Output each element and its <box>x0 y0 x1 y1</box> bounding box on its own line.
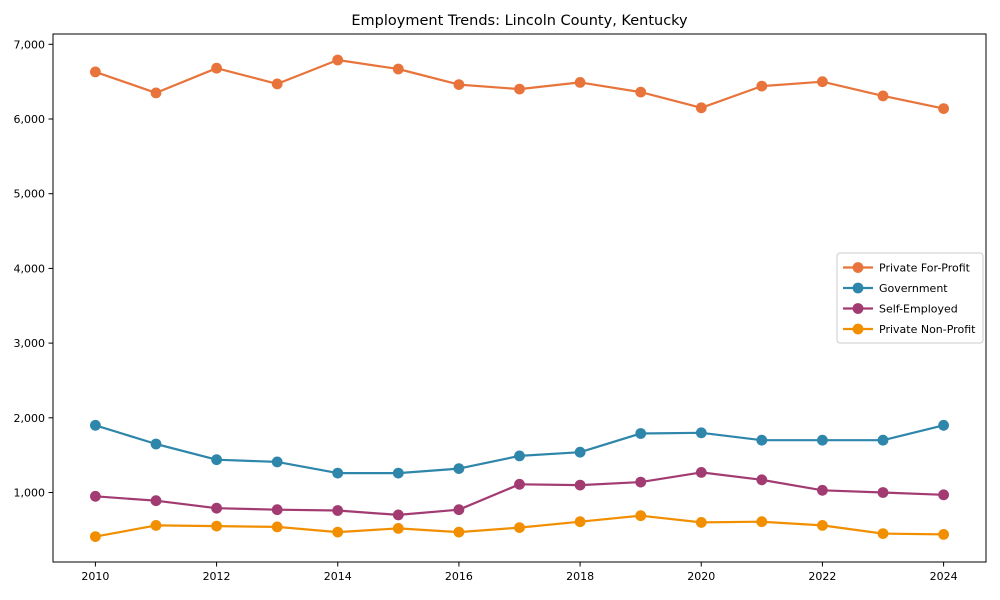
legend-marker-private-non-profit <box>852 323 864 335</box>
data-point-self-employed <box>453 504 465 516</box>
series-line-self-employed <box>95 471 944 517</box>
y-tick-label: 6,000 <box>14 113 46 126</box>
x-tick-label: 2020 <box>687 570 715 583</box>
data-point-government <box>271 456 283 468</box>
data-point-private-for-profit <box>514 83 525 95</box>
data-point-private-non-profit <box>574 516 586 528</box>
series-line-government <box>95 424 944 475</box>
data-point-private-for-profit <box>817 76 828 88</box>
data-point-government <box>938 419 949 431</box>
axes-border <box>52 33 987 563</box>
y-tick-label: 1,000 <box>14 487 46 500</box>
data-point-private-for-profit <box>271 78 283 90</box>
y-tick-label: 2,000 <box>14 412 46 425</box>
data-point-private-non-profit <box>514 522 525 533</box>
data-point-private-non-profit <box>332 526 344 538</box>
data-point-self-employed <box>574 479 586 491</box>
data-point-self-employed <box>756 474 768 486</box>
data-point-self-employed <box>392 509 404 521</box>
data-point-self-employed <box>635 476 647 488</box>
legend-marker-private-for-profit <box>852 262 864 273</box>
legend-box <box>836 252 984 344</box>
data-point-government <box>514 450 525 462</box>
data-point-self-employed <box>90 490 101 502</box>
data-point-private-for-profit <box>635 86 647 98</box>
legend-marker-government <box>852 282 864 294</box>
y-tick-label: 7,000 <box>14 38 46 51</box>
data-point-self-employed <box>877 487 889 498</box>
data-point-government <box>695 427 707 439</box>
data-point-private-for-profit <box>877 90 889 102</box>
data-point-private-non-profit <box>453 526 465 538</box>
data-point-government <box>756 434 768 446</box>
data-point-government <box>150 438 162 450</box>
data-point-private-for-profit <box>695 102 707 114</box>
y-tick-label: 5,000 <box>14 188 46 201</box>
data-point-private-non-profit <box>635 510 647 522</box>
data-point-government <box>392 467 404 479</box>
x-tick-label: 2022 <box>808 570 836 583</box>
x-tick-label: 2024 <box>930 570 958 583</box>
x-tick-label: 2014 <box>324 570 352 583</box>
x-tick-label: 2018 <box>566 570 594 583</box>
data-point-government <box>877 434 889 446</box>
data-point-private-non-profit <box>392 523 404 534</box>
data-point-private-for-profit <box>332 54 344 66</box>
data-point-private-for-profit <box>211 62 223 74</box>
x-tick-label: 2010 <box>81 570 109 583</box>
data-point-government <box>211 454 223 466</box>
data-point-government <box>453 463 465 474</box>
data-point-self-employed <box>271 504 283 516</box>
data-point-private-non-profit <box>877 528 889 539</box>
data-point-private-non-profit <box>938 529 949 540</box>
legend-label-private-non-profit: Private Non-Profit <box>879 323 976 336</box>
y-tick-label: 4,000 <box>14 262 46 275</box>
legend-label-private-for-profit: Private For-Profit <box>879 262 971 275</box>
legend-label-self-employed: Self-Employed <box>879 303 958 316</box>
data-point-private-for-profit <box>90 66 101 78</box>
data-point-private-non-profit <box>695 517 707 528</box>
x-tick-label: 2012 <box>203 570 231 583</box>
legend: Private For-Profit Government Self-Employe… <box>836 252 984 344</box>
data-point-self-employed <box>211 502 223 514</box>
data-point-private-for-profit <box>938 103 949 114</box>
data-point-private-for-profit <box>150 87 162 99</box>
data-point-private-non-profit <box>756 516 768 528</box>
data-point-private-for-profit <box>574 77 586 88</box>
data-point-private-non-profit <box>90 531 101 542</box>
data-point-self-employed <box>150 495 162 507</box>
data-point-government <box>574 446 586 458</box>
data-point-private-for-profit <box>453 79 465 90</box>
data-point-private-non-profit <box>150 520 162 531</box>
x-tick-label: 2016 <box>445 570 473 583</box>
data-point-government <box>635 428 647 439</box>
y-tick-label: 3,000 <box>14 337 46 350</box>
data-point-private-non-profit <box>817 520 828 531</box>
data-point-private-non-profit <box>211 520 223 532</box>
data-point-self-employed <box>817 484 828 496</box>
data-point-private-for-profit <box>756 80 768 92</box>
data-point-government <box>817 434 828 446</box>
chart-title: Employment Trends: Lincoln County, Kentu… <box>351 13 688 29</box>
legend-label-government: Government <box>879 282 948 295</box>
data-point-government <box>332 467 344 479</box>
plot-area: 1,000 2,000 3,000 4,000 5,000 6,000 7,000 2010 2… <box>14 33 987 583</box>
data-point-self-employed <box>695 467 707 478</box>
legend-marker-self-employed <box>852 303 864 314</box>
data-point-private-for-profit <box>392 63 404 75</box>
data-point-self-employed <box>332 505 344 516</box>
data-point-self-employed <box>514 478 525 490</box>
data-point-private-non-profit <box>271 521 283 533</box>
data-point-government <box>90 419 101 431</box>
data-point-self-employed <box>938 489 949 501</box>
